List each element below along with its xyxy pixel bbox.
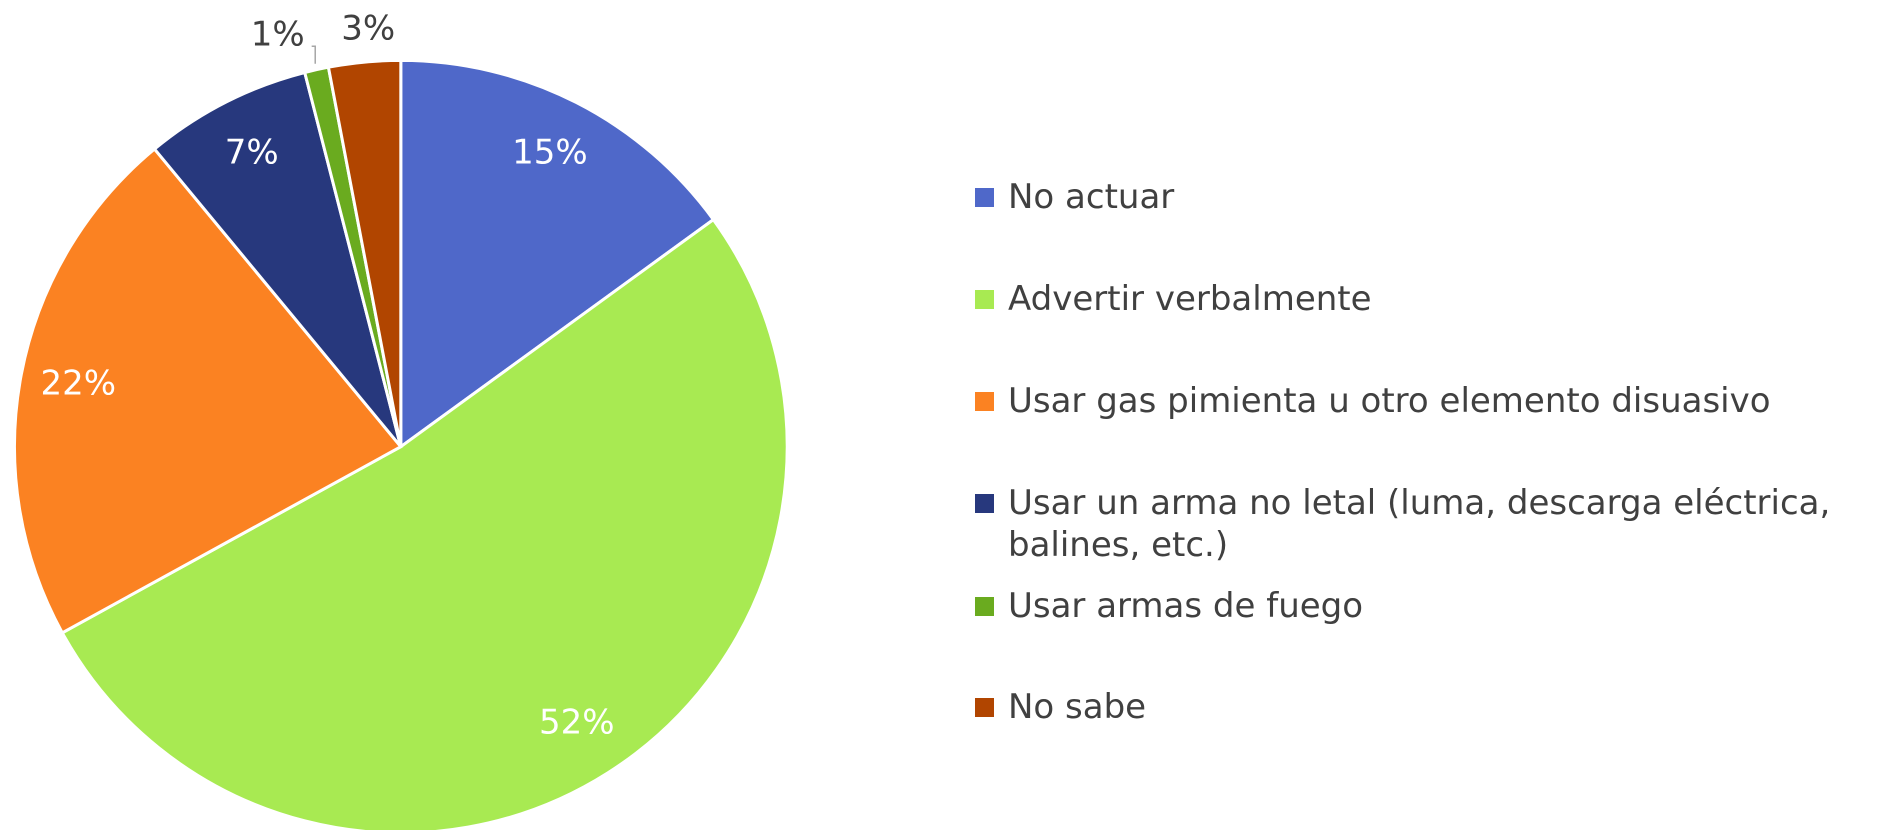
legend-item: Advertir verbalmente [975,278,1868,320]
legend-swatch [975,188,994,207]
legend-label: Advertir verbalmente [1008,279,1372,319]
legend-swatch [975,494,994,513]
legend-item: Usar gas pimienta u otro elemento disuas… [975,380,1868,422]
data-label: 1% [251,15,305,55]
pie-slice [399,58,716,450]
legend-label: Usar un arma no letal (luma, descarga el… [1008,483,1831,565]
data-label: 52% [539,702,615,742]
legend-swatch [975,698,994,717]
legend-label: No actuar [1008,177,1175,217]
legend-label: No sabe [1008,687,1147,727]
data-label: 15% [512,133,588,173]
legend-item: No sabe [975,686,1868,728]
data-label: 22% [40,364,116,404]
data-label: 7% [225,133,279,173]
pie-slice [152,70,403,448]
legend-swatch [975,392,994,411]
pie-slice [60,217,789,830]
legend-swatch [975,597,994,616]
legend-label: Usar gas pimienta u otro elemento disuas… [1008,381,1771,421]
legend-label: Usar armas de fuego [1008,586,1364,626]
pie-slice [12,146,404,635]
legend-item: Usar un arma no letal (luma, descarga el… [975,482,1868,566]
leader-line [311,45,316,64]
pie-slice [326,58,403,447]
legend-item: Usar armas de fuego [975,585,1868,627]
legend-swatch [975,290,994,309]
legend-item: No actuar [975,176,1868,218]
data-label: 3% [341,9,395,49]
